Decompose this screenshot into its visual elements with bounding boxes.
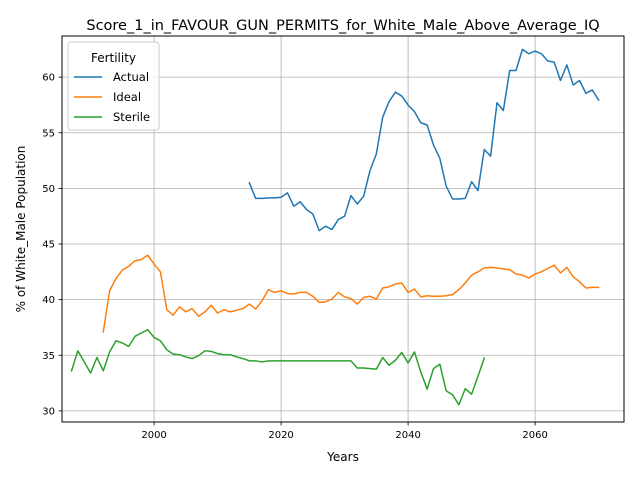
x-tick-label: 2060 bbox=[522, 430, 547, 441]
x-axis-label: Years bbox=[326, 450, 359, 464]
plot-frame bbox=[61, 35, 625, 423]
chart-title: Score_1_in_FAVOUR_GUN_PERMITS_for_White_… bbox=[86, 18, 599, 34]
y-tick-label: 60 bbox=[42, 73, 55, 84]
grid-lines bbox=[62, 36, 624, 422]
y-tick-label: 50 bbox=[42, 184, 55, 195]
series-line-actual bbox=[248, 48, 600, 232]
legend-title: Fertility bbox=[91, 51, 136, 65]
legend-entries: Actual Ideal Sterile bbox=[74, 70, 150, 124]
y-axis-label: % of White_Male Population bbox=[14, 146, 28, 313]
x-axis-ticks: 2000 2020 2040 2060 bbox=[141, 422, 548, 441]
y-tick-label: 40 bbox=[42, 295, 55, 306]
x-tick-label: 2000 bbox=[141, 430, 166, 441]
legend-box bbox=[67, 41, 160, 131]
series-line-ideal bbox=[102, 254, 600, 333]
legend-label-ideal: Ideal bbox=[113, 90, 141, 104]
legend-label-sterile: Sterile bbox=[113, 110, 150, 124]
series-lines bbox=[70, 48, 600, 406]
y-tick-label: 45 bbox=[42, 240, 55, 251]
legend: Fertility Actual Ideal Sterile bbox=[67, 41, 160, 131]
y-tick-label: 35 bbox=[42, 351, 55, 362]
y-tick-label: 55 bbox=[42, 128, 55, 139]
series-line-sterile bbox=[70, 328, 486, 406]
x-tick-label: 2040 bbox=[395, 430, 420, 441]
legend-label-actual: Actual bbox=[113, 70, 149, 84]
x-tick-label: 2020 bbox=[268, 430, 293, 441]
y-tick-label: 30 bbox=[42, 406, 55, 417]
y-axis-ticks: 30 35 40 45 50 55 60 bbox=[42, 73, 62, 417]
